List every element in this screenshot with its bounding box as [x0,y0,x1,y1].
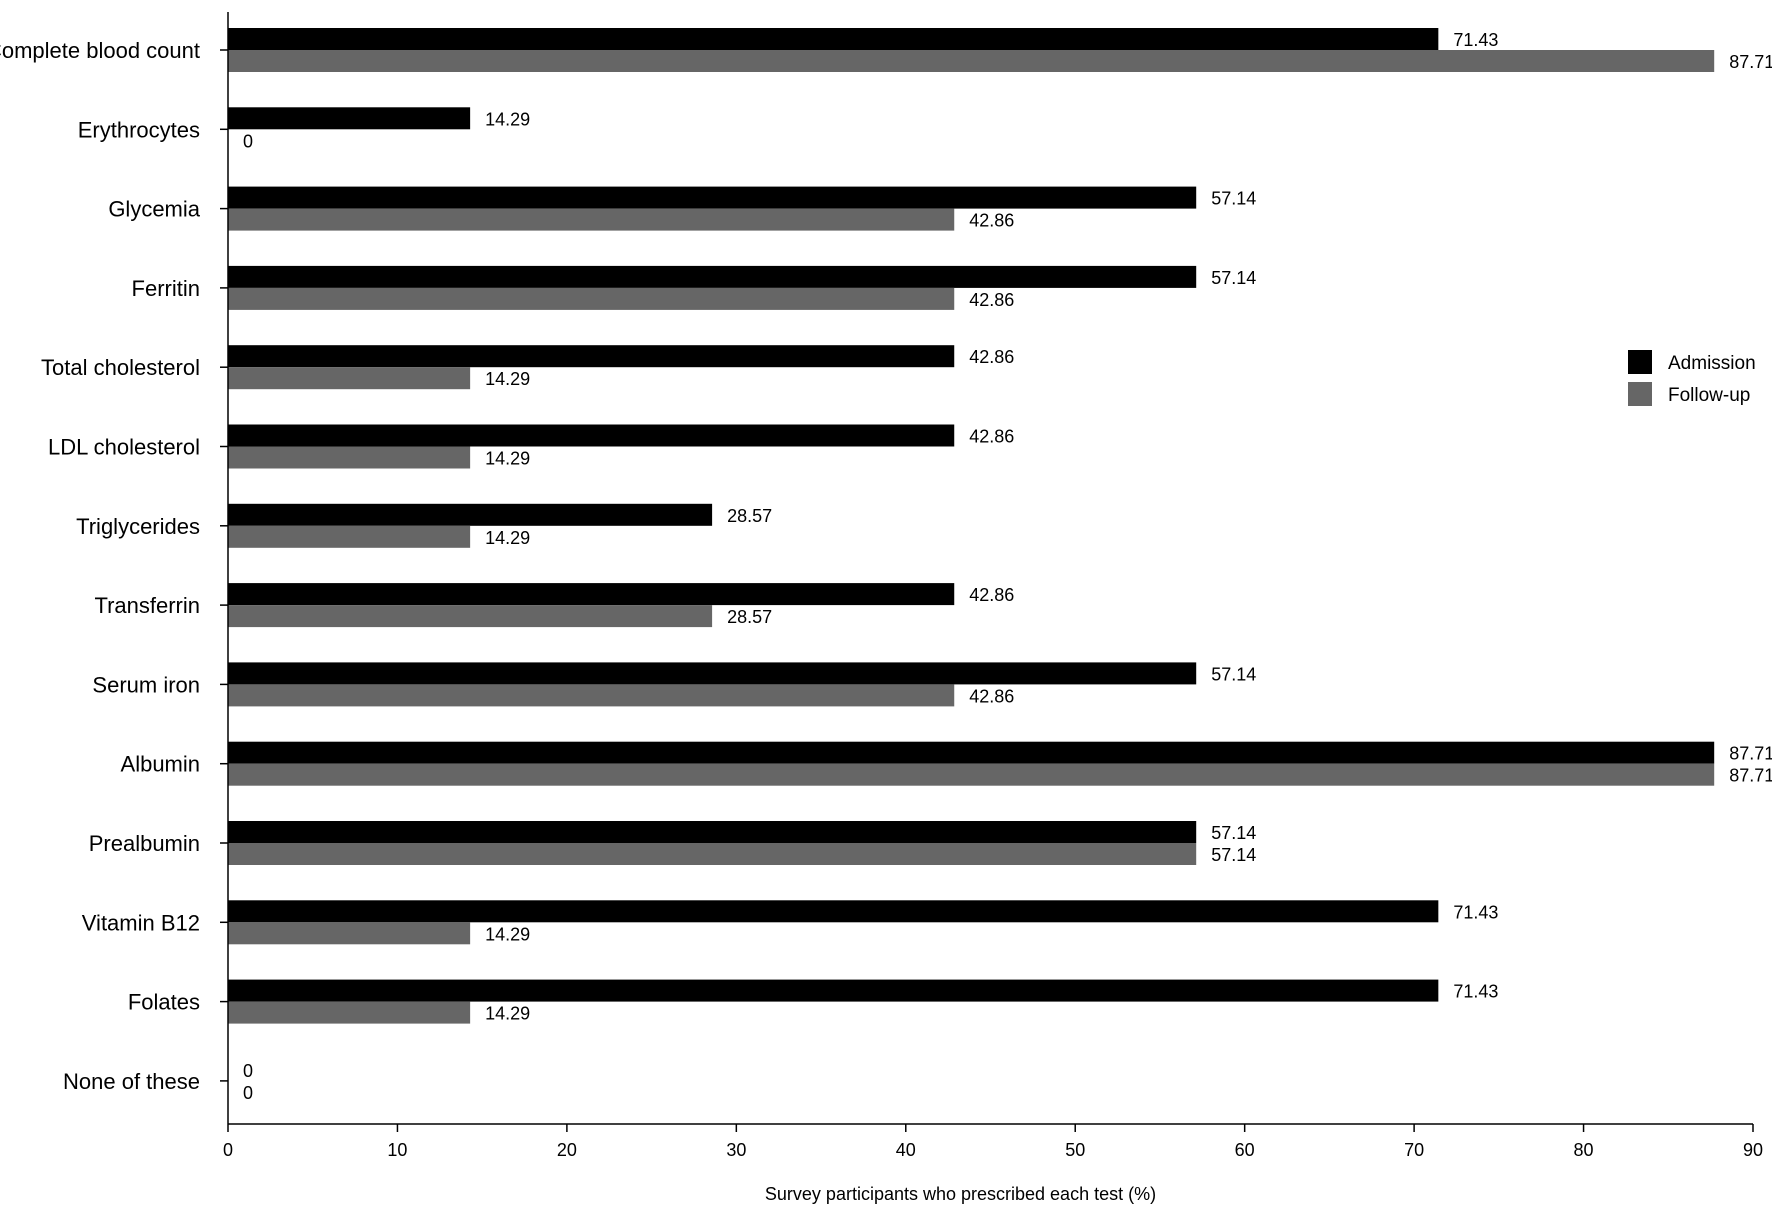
data-label: 71.43 [1453,30,1498,50]
x-tick-label: 30 [726,1140,746,1160]
data-label: 14.29 [485,528,530,548]
x-tick-label: 10 [387,1140,407,1160]
data-label: 42.86 [969,347,1014,367]
category-label: Complete blood count [0,38,200,63]
category-label: LDL cholesterol [48,435,200,460]
bar-admission [228,741,1715,764]
bar-follow-up [228,1001,471,1024]
data-label: 57.14 [1211,189,1256,209]
data-label: 57.14 [1211,268,1256,288]
bar-follow-up [228,208,955,231]
bar-follow-up [228,684,955,707]
bar-follow-up [228,287,955,310]
data-label: 87.71 [1729,52,1772,72]
labels-layer: Complete blood count 71.43 87.71 Erythrocyt… [0,30,1772,1103]
axes-layer: 0 10 20 30 40 50 60 70 80 90 [220,12,1763,1160]
category-label: Erythrocytes [78,117,200,142]
bar-follow-up [228,525,471,548]
bar-follow-up [228,367,471,390]
x-tick-label: 60 [1235,1140,1255,1160]
category-label: Prealbumin [89,831,200,856]
legend: Admission Follow-up [1628,350,1756,406]
data-label: 42.86 [969,585,1014,605]
data-label: 42.86 [969,427,1014,447]
data-label: 42.86 [969,211,1014,231]
category-label: None of these [63,1069,200,1094]
bar-admission [228,345,955,368]
data-label: 87.71 [1729,766,1772,786]
legend-swatch [1628,350,1652,374]
bar-admission [228,662,1197,685]
data-label: 42.86 [969,290,1014,310]
category-label: Vitamin B12 [82,910,200,935]
bar-admission [228,424,955,447]
data-label: 14.29 [485,109,530,129]
data-label: 71.43 [1453,902,1498,922]
bar-admission [228,265,1197,288]
legend-label: Follow-up [1668,385,1750,406]
data-label: 28.57 [727,607,772,627]
data-label: 42.86 [969,686,1014,706]
category-label: Albumin [121,752,200,777]
x-axis-title: Survey participants who prescribed each … [765,1184,1156,1204]
category-label: Glycemia [108,197,200,222]
data-label: 71.43 [1453,982,1498,1002]
data-label: 14.29 [485,924,530,944]
x-tick-label: 80 [1574,1140,1594,1160]
data-label: 57.14 [1211,845,1256,865]
bar-follow-up [228,922,471,945]
category-label: Total cholesterol [41,355,200,380]
data-label: 28.57 [727,506,772,526]
data-label: 0 [243,1061,253,1081]
x-tick-label: 50 [1065,1140,1085,1160]
data-label: 14.29 [485,369,530,389]
x-tick-label: 90 [1743,1140,1763,1160]
category-label: Ferritin [132,276,200,301]
x-tick-label: 20 [557,1140,577,1160]
data-label: 0 [243,131,253,151]
bars-layer [228,28,1715,1024]
data-label: 87.71 [1729,744,1772,764]
bar-admission [228,821,1197,843]
bar-admission [228,28,1439,50]
bar-follow-up [228,605,713,628]
category-label: Triglycerides [76,514,200,539]
category-label: Folates [128,990,200,1015]
bar-admission [228,900,1439,923]
data-label: 57.14 [1211,823,1256,843]
bar-admission [228,107,471,130]
category-label: Serum iron [92,672,200,697]
legend-label: Admission [1668,353,1756,374]
x-tick-label: 70 [1404,1140,1424,1160]
data-label: 14.29 [485,449,530,469]
legend-swatch [1628,382,1652,406]
bar-follow-up [228,50,1715,72]
bar-follow-up [228,446,471,469]
bar-follow-up [228,763,1715,786]
bar-admission [228,979,1439,1002]
data-label: 0 [243,1083,253,1103]
x-tick-label: 0 [223,1140,233,1160]
bar-admission [228,503,713,526]
data-label: 57.14 [1211,664,1256,684]
x-tick-label: 40 [896,1140,916,1160]
bar-follow-up [228,843,1197,865]
category-label: Transferrin [94,593,200,618]
data-label: 14.29 [485,1004,530,1024]
bar-admission [228,186,1197,209]
bar-admission [228,583,955,606]
